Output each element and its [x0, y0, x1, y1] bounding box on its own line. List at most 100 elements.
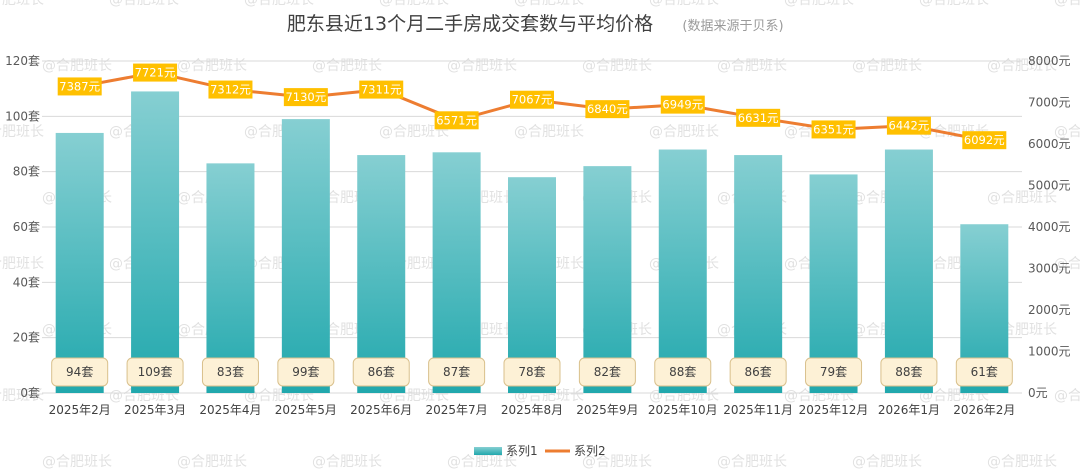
watermark-text: @合肥班长	[582, 58, 652, 74]
watermark-text: @合肥班长	[1054, 256, 1080, 272]
y-left-tick-label: 80套	[13, 165, 40, 179]
x-tick-label: 2025年10月	[648, 403, 718, 417]
bar-count-label-box	[277, 357, 335, 387]
price-label: 6442元	[889, 119, 930, 133]
bar-count-label-box	[578, 357, 636, 387]
bar	[55, 132, 104, 393]
bar-count-label: 109套	[138, 365, 173, 379]
watermark-text: @合肥班长	[514, 0, 584, 8]
watermark-text: @合肥班长	[919, 0, 989, 8]
legend-swatch-bar	[474, 447, 502, 455]
watermark-text: @合肥班长	[649, 124, 719, 140]
watermark-text: @合肥班长	[244, 0, 314, 8]
price-label-box	[962, 131, 1007, 150]
bar	[658, 149, 707, 393]
bar-count-label: 79套	[820, 365, 847, 379]
price-label-box	[359, 80, 404, 99]
watermark-text: @合肥班长	[379, 0, 449, 8]
price-label-box	[208, 80, 253, 99]
price-label: 6092元	[964, 133, 1005, 147]
watermark-text: @合肥班长	[987, 454, 1057, 470]
bar-count-label-box	[51, 357, 109, 387]
watermark-text: @合肥班长	[987, 190, 1057, 206]
watermark-text: @合肥班长	[514, 124, 584, 140]
y-right-tick-label: 6000元	[1028, 137, 1071, 151]
bar-count-label-box	[126, 357, 184, 387]
price-label: 7130元	[285, 90, 326, 104]
watermark-text: @合肥班长	[852, 58, 922, 74]
bar-count-label: 94套	[66, 365, 93, 379]
watermark-text: @合肥班长	[1054, 0, 1080, 8]
x-tick-label: 2025年7月	[426, 403, 488, 417]
bar-count-label-box	[805, 357, 863, 387]
watermark-text: @合肥班长	[582, 454, 652, 470]
y-left-tick-label: 60套	[13, 220, 40, 234]
y-left-tick-label: 40套	[13, 275, 40, 289]
price-label-box	[133, 63, 178, 82]
watermark-text: @合肥班长	[109, 0, 179, 8]
watermark-text: @合肥班长	[447, 58, 517, 74]
bar-count-label: 78套	[518, 365, 545, 379]
x-tick-label: 2025年11月	[723, 403, 793, 417]
bar	[809, 174, 858, 393]
bar-count-label: 88套	[895, 365, 922, 379]
price-label-box	[660, 95, 705, 114]
watermark-text: @合肥班长	[784, 0, 854, 8]
x-tick-label: 2025年12月	[799, 403, 869, 417]
bar	[131, 91, 180, 393]
watermark-text: @合肥班长	[987, 58, 1057, 74]
watermark-text: @合肥班长	[379, 124, 449, 140]
y-right-tick-label: 0元	[1028, 386, 1048, 400]
price-label-box	[434, 111, 479, 130]
bar-count-label: 61套	[971, 365, 998, 379]
price-label-box	[736, 108, 781, 127]
x-tick-label: 2025年2月	[49, 403, 111, 417]
bar-count-label-box	[503, 357, 561, 387]
bar	[206, 163, 255, 393]
watermark-text: @合肥班长	[717, 58, 787, 74]
bar-count-label-box	[729, 357, 787, 387]
price-label-box	[510, 90, 554, 109]
bar-count-label: 87套	[443, 365, 470, 379]
axes: 0套 20套 40套 60套 80套 100套 120套 0元 1000元 2000元 3000元 4…	[5, 54, 1070, 417]
bar-count-label: 86套	[745, 365, 772, 379]
data-labels: 94套 109套 83套 99套 86套 87套 78套 82套 88套 86套 79套 88套 61套…	[51, 63, 1013, 387]
watermark-text: @合肥班长	[649, 0, 719, 8]
y-right-tick-label: 1000元	[1028, 345, 1071, 359]
watermark-text: @合肥班长	[177, 58, 247, 74]
bar	[357, 155, 406, 393]
price-label: 6351元	[813, 122, 854, 136]
x-tick-label: 2026年2月	[953, 403, 1015, 417]
bar-count-label-box	[880, 357, 938, 387]
y-left-tick-label: 20套	[13, 331, 40, 345]
watermark-text: @合肥班长	[717, 454, 787, 470]
y-left-tick-label: 100套	[5, 109, 40, 123]
bar-count-label-box	[201, 357, 259, 387]
watermark-text: @合肥班长	[447, 454, 517, 470]
price-label-box	[283, 88, 328, 107]
bar-count-label-box	[352, 357, 410, 387]
x-tick-label: 2025年8月	[501, 403, 563, 417]
watermark-text: @合肥班长	[312, 454, 382, 470]
watermark-text: @合肥班长	[42, 58, 112, 74]
price-label: 6571元	[436, 113, 477, 127]
y-right-tick-label: 2000元	[1028, 303, 1071, 317]
watermark-text: @合肥班长	[1054, 124, 1080, 140]
bar-count-label: 83套	[217, 365, 244, 379]
bar	[734, 155, 783, 393]
x-tick-label: 2025年9月	[576, 403, 638, 417]
bar-series	[55, 91, 1009, 393]
chart-title: 肥东县近13个月二手房成交套数与平均价格	[287, 13, 653, 35]
bar-count-label: 88套	[669, 365, 696, 379]
price-label: 7387元	[59, 79, 100, 93]
bar-count-label-box	[955, 357, 1013, 387]
watermark-text: @合肥班长	[1054, 388, 1080, 404]
x-tick-label: 2025年6月	[350, 403, 412, 417]
legend-label-series1: 系列1	[506, 444, 538, 458]
price-label-box	[57, 77, 102, 96]
x-tick-label: 2025年5月	[275, 403, 337, 417]
price-label: 6949元	[662, 98, 703, 112]
y-right-tick-label: 4000元	[1028, 220, 1071, 234]
price-label-box	[585, 100, 630, 119]
